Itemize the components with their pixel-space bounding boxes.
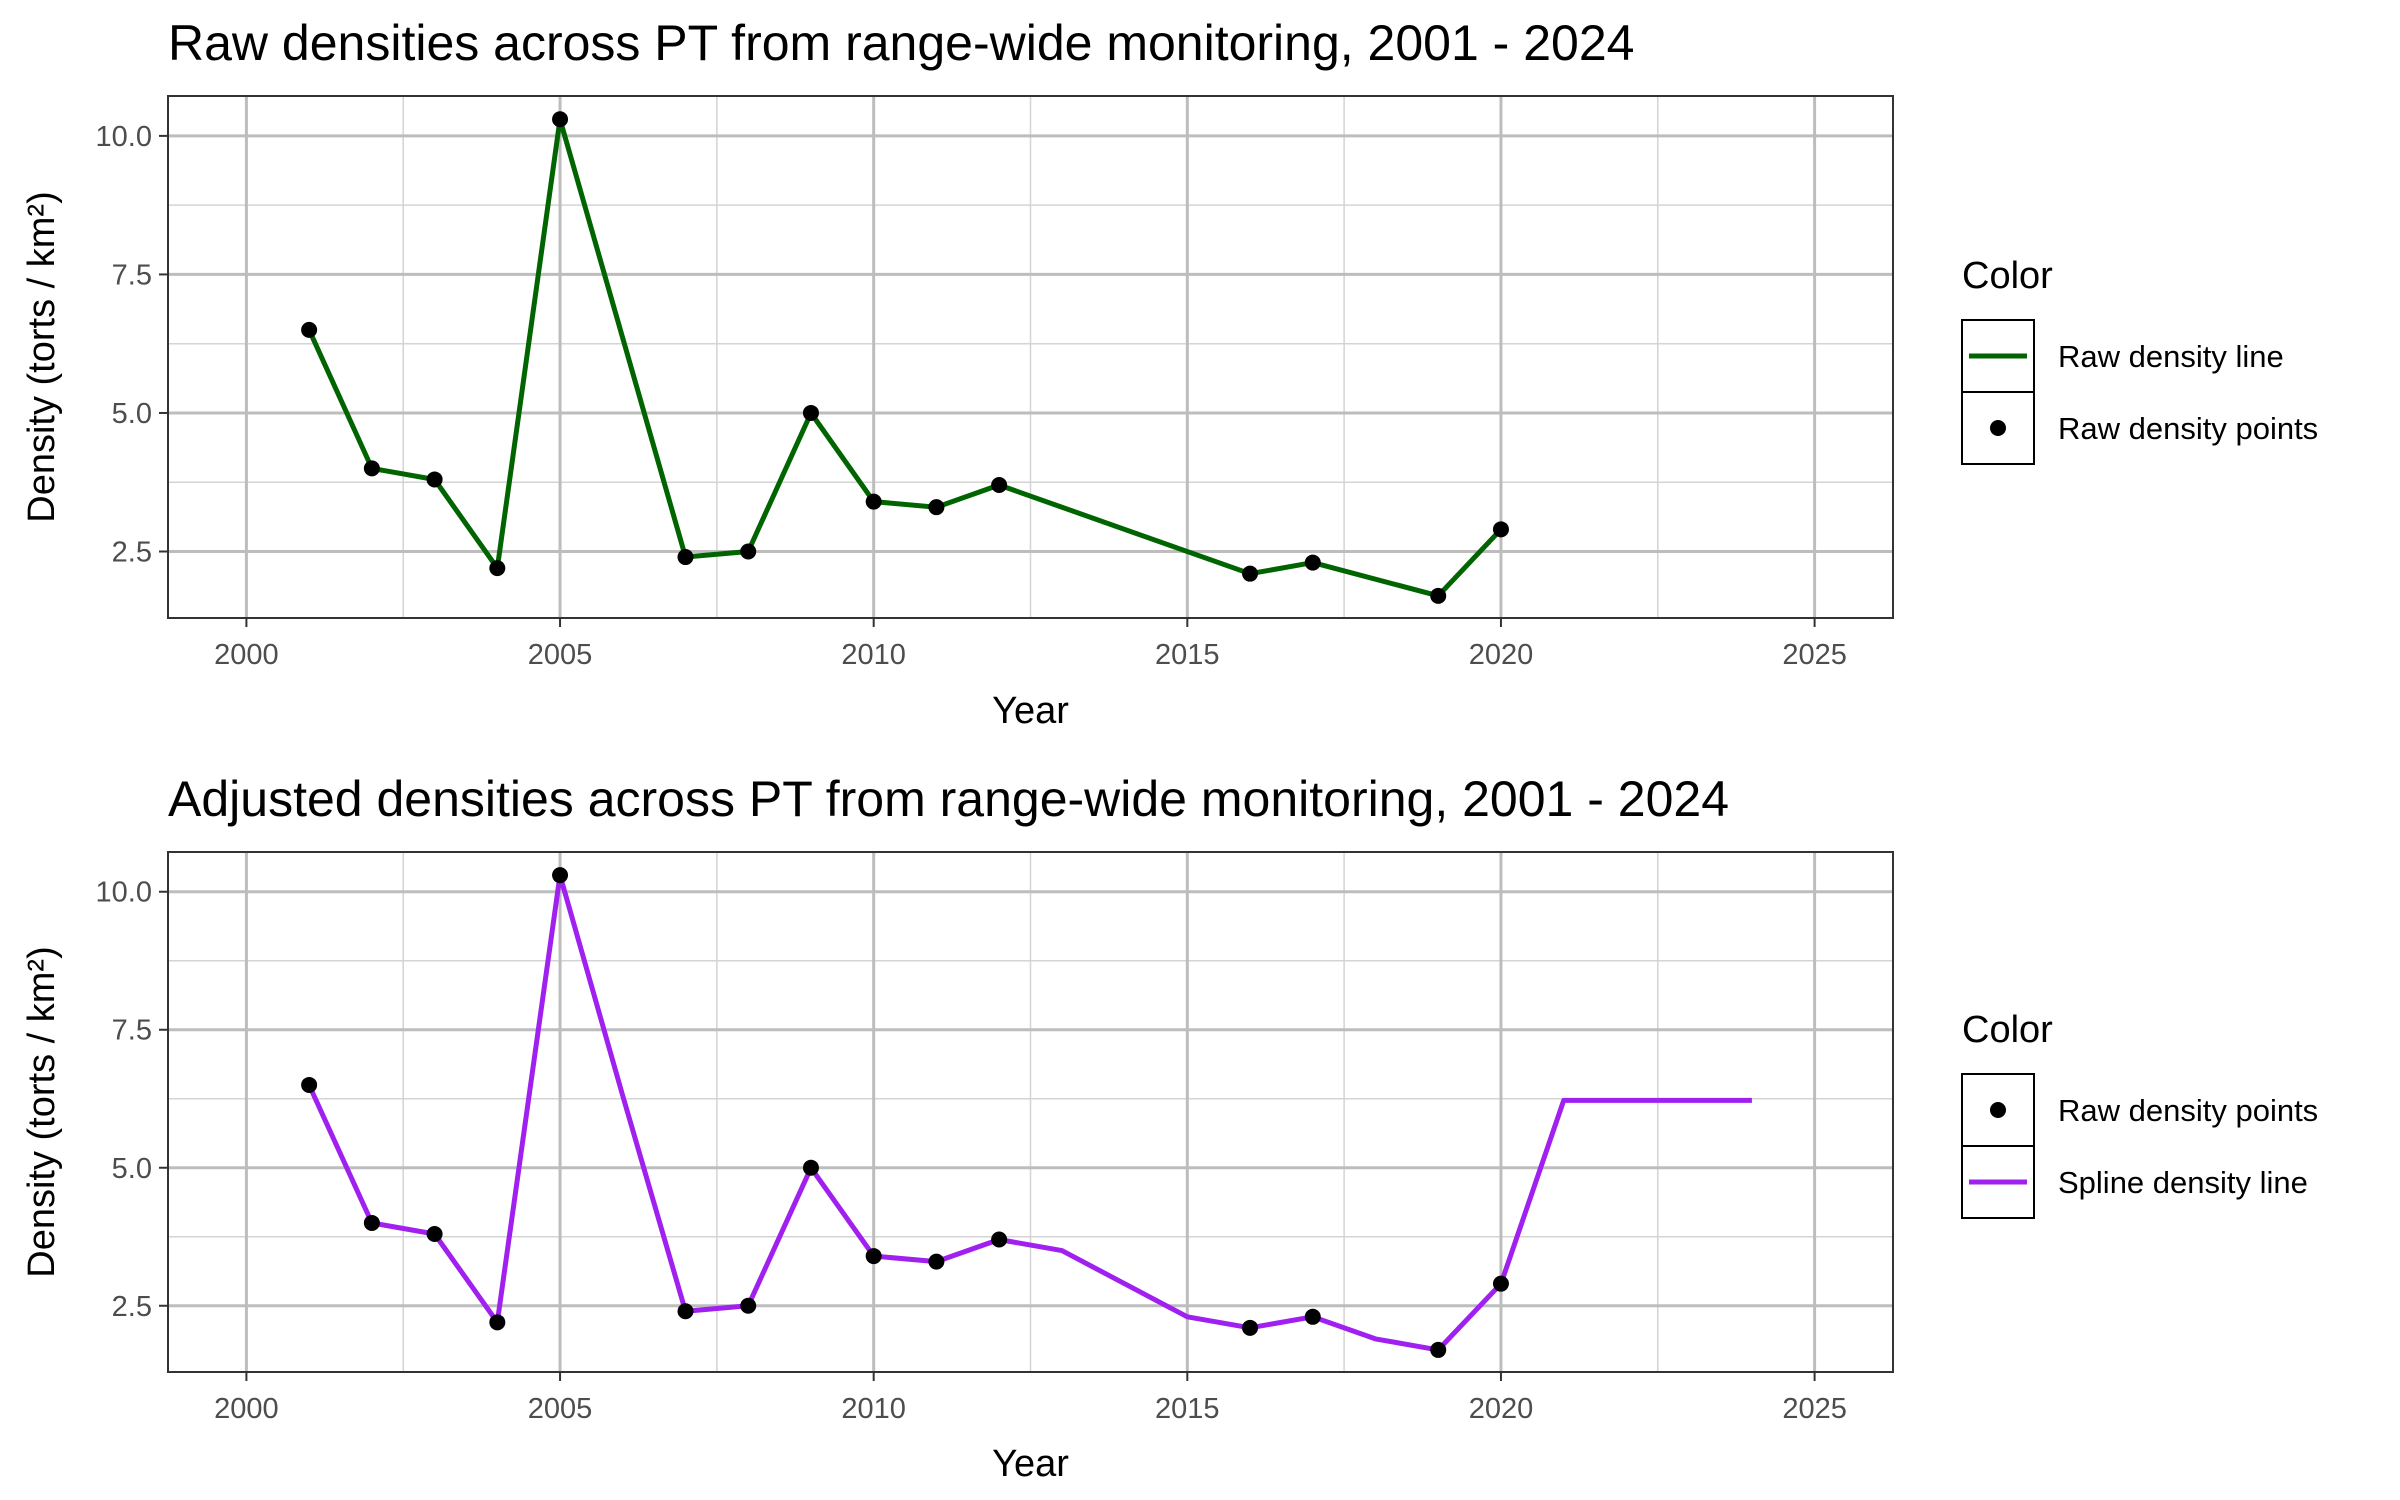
x-axis-label: Year (992, 690, 1069, 732)
data-point (802, 404, 819, 421)
data-point (1304, 554, 1321, 571)
data-point (1242, 1319, 1259, 1336)
legend-point-swatch (1990, 420, 2006, 436)
data-point (865, 1248, 882, 1265)
data-point (1492, 521, 1509, 538)
legend-label: Spline density line (2058, 1165, 2308, 1200)
data-point (1492, 1275, 1509, 1292)
series-line (306, 872, 1752, 1353)
data-point (426, 471, 443, 488)
x-tick-label: 2000 (214, 1393, 279, 1425)
x-tick-label: 2005 (528, 639, 593, 671)
data-point (363, 460, 380, 477)
data-point (991, 1231, 1008, 1248)
data-point (301, 1076, 318, 1093)
data-point (740, 1297, 757, 1314)
data-point (740, 543, 757, 560)
x-tick-label: 2020 (1469, 639, 1534, 671)
data-point (552, 867, 569, 884)
panel-border (167, 851, 1894, 1373)
chart-title: Raw densities across PT from range-wide … (168, 15, 1634, 71)
y-tick-label: 7.5 (112, 259, 152, 291)
y-axis-label: Density (torts / km²) (21, 946, 63, 1277)
data-point (1430, 587, 1447, 604)
data-point (489, 560, 506, 577)
y-tick-label: 5.0 (112, 1153, 152, 1185)
chart-panel-1: 2000 2005 2010 2015 2020 2025 2.5 5.0 7.5 10.0 Raw… (21, 15, 2318, 732)
legend-label: Raw density points (2058, 411, 2318, 446)
y-tick-label: 7.5 (112, 1015, 152, 1047)
data-point (301, 321, 318, 338)
y-tick-label: 10.0 (96, 877, 152, 909)
series-points (301, 111, 1509, 604)
data-point (1304, 1308, 1321, 1325)
data-point (489, 1314, 506, 1331)
y-tick-label: 2.5 (112, 1291, 152, 1323)
data-point (363, 1214, 380, 1231)
data-point (677, 1303, 694, 1320)
x-tick-label: 2020 (1469, 1393, 1534, 1425)
data-point (426, 1225, 443, 1242)
data-point (1242, 565, 1259, 582)
data-point (991, 477, 1008, 494)
x-tick-label: 2025 (1782, 1393, 1847, 1425)
data-point (677, 549, 694, 566)
x-axis-label: Year (992, 1443, 1069, 1485)
series-points (301, 867, 1509, 1358)
x-tick-label: 2015 (1155, 1393, 1220, 1425)
panel-border (167, 95, 1894, 619)
data-point (928, 499, 945, 516)
legend-label: Raw density points (2058, 1093, 2318, 1128)
legend: Color Raw density line Raw density points (1961, 255, 2318, 465)
y-axis-label: Density (torts / km²) (21, 191, 63, 522)
gridlines (168, 852, 1893, 1372)
data-point (802, 1159, 819, 1176)
x-tick-label: 2000 (214, 639, 279, 671)
legend-title: Color (1962, 1009, 2053, 1051)
gridlines (168, 96, 1893, 618)
x-tick-label: 2025 (1782, 639, 1847, 671)
legend: Color Raw density points Spline density li… (1961, 1009, 2318, 1219)
data-point (865, 493, 882, 510)
x-tick-label: 2010 (841, 639, 906, 671)
data-point (928, 1253, 945, 1270)
legend-point-swatch (1990, 1102, 2006, 1118)
y-tick-label: 10.0 (96, 121, 152, 153)
x-tick-label: 2005 (528, 1393, 593, 1425)
x-tick-label: 2015 (1155, 639, 1220, 671)
x-tick-label: 2010 (841, 1393, 906, 1425)
chart-title: Adjusted densities across PT from range-… (168, 771, 1729, 827)
data-point (1430, 1341, 1447, 1358)
legend-title: Color (1962, 255, 2053, 297)
data-point (552, 111, 569, 128)
y-tick-label: 5.0 (112, 398, 152, 430)
y-tick-label: 2.5 (112, 537, 152, 569)
legend-label: Raw density line (2058, 339, 2284, 374)
chart-panel-2: 2000 2005 2010 2015 2020 2025 2.5 5.0 7.5 10.0 Adj… (21, 771, 2318, 1485)
